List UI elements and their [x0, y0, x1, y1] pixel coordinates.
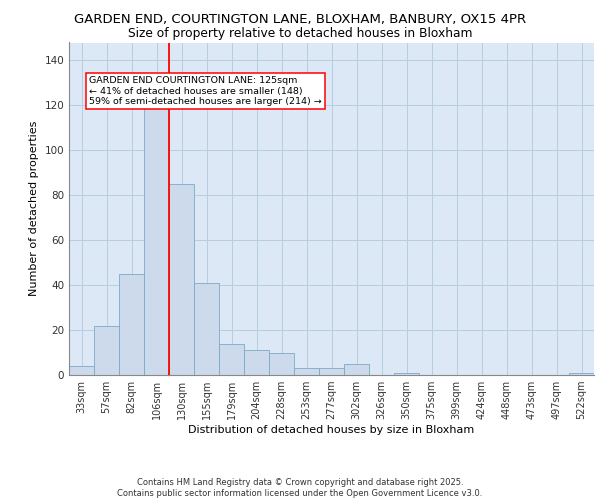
Y-axis label: Number of detached properties: Number of detached properties: [29, 121, 39, 296]
Bar: [169, 184, 194, 375]
Bar: [219, 344, 244, 375]
Text: Contains HM Land Registry data © Crown copyright and database right 2025.
Contai: Contains HM Land Registry data © Crown c…: [118, 478, 482, 498]
Bar: [194, 283, 219, 375]
Bar: [269, 352, 294, 375]
Bar: [244, 350, 269, 375]
Bar: [144, 83, 169, 375]
Text: GARDEN END COURTINGTON LANE: 125sqm
← 41% of detached houses are smaller (148)
5: GARDEN END COURTINGTON LANE: 125sqm ← 41…: [89, 76, 322, 106]
Bar: [119, 274, 144, 375]
Text: GARDEN END, COURTINGTON LANE, BLOXHAM, BANBURY, OX15 4PR: GARDEN END, COURTINGTON LANE, BLOXHAM, B…: [74, 12, 526, 26]
Bar: [394, 373, 419, 375]
Text: Size of property relative to detached houses in Bloxham: Size of property relative to detached ho…: [128, 28, 472, 40]
X-axis label: Distribution of detached houses by size in Bloxham: Distribution of detached houses by size …: [188, 425, 475, 435]
Bar: [344, 364, 369, 375]
Bar: [69, 366, 94, 375]
Bar: [569, 373, 594, 375]
Bar: [94, 326, 119, 375]
Bar: [319, 368, 344, 375]
Bar: [294, 368, 319, 375]
